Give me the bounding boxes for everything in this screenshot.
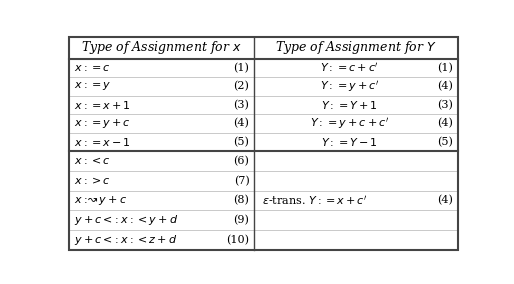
Text: (1): (1) (437, 63, 453, 73)
Text: $Y := c + c'$: $Y := c + c'$ (320, 61, 379, 74)
Text: $Y := Y - 1$: $Y := Y - 1$ (321, 136, 378, 148)
Text: $Y := Y + 1$: $Y := Y + 1$ (321, 99, 378, 111)
Text: (4): (4) (437, 195, 453, 206)
Text: (3): (3) (437, 100, 453, 110)
Text: $y + c <\!: x :<  y + d$: $y + c <\!: x :< y + d$ (74, 213, 178, 227)
Text: (8): (8) (233, 195, 249, 206)
Text: $x := x - 1$: $x := x - 1$ (74, 136, 131, 148)
Text: (4): (4) (233, 118, 249, 129)
Text: (9): (9) (233, 215, 249, 225)
Text: $x := x + 1$: $x := x + 1$ (74, 99, 131, 111)
Text: (4): (4) (437, 81, 453, 92)
Text: (2): (2) (233, 81, 249, 92)
Text: $x := y$: $x := y$ (74, 80, 111, 92)
Text: (10): (10) (227, 235, 249, 245)
Text: (5): (5) (437, 137, 453, 147)
Text: $Y := y + c + c'$: $Y := y + c + c'$ (310, 116, 390, 131)
Text: $x :> c$: $x :> c$ (74, 175, 110, 186)
Text: (6): (6) (233, 156, 249, 166)
Text: (7): (7) (234, 176, 249, 186)
Text: $y + c <\!: x :<  z + d$: $y + c <\!: x :< z + d$ (74, 233, 177, 247)
Text: $x :\!\!\rightsquigarrow y + c$: $x :\!\!\rightsquigarrow y + c$ (74, 194, 127, 207)
Text: (3): (3) (233, 100, 249, 110)
Text: (1): (1) (233, 63, 249, 73)
Text: $x := y + c$: $x := y + c$ (74, 117, 131, 130)
Text: (4): (4) (437, 118, 453, 129)
Text: $x := c$: $x := c$ (74, 63, 110, 73)
Text: $Y := y + c'$: $Y := y + c'$ (320, 79, 379, 94)
Text: $\epsilon$-trans. $Y := x + c'$: $\epsilon$-trans. $Y := x + c'$ (262, 194, 368, 207)
Text: (5): (5) (233, 137, 249, 147)
Text: Type of Assignment for $Y$: Type of Assignment for $Y$ (275, 39, 437, 57)
Text: Type of Assignment for $x$: Type of Assignment for $x$ (81, 39, 242, 57)
Text: $x :< c$: $x :< c$ (74, 155, 110, 166)
